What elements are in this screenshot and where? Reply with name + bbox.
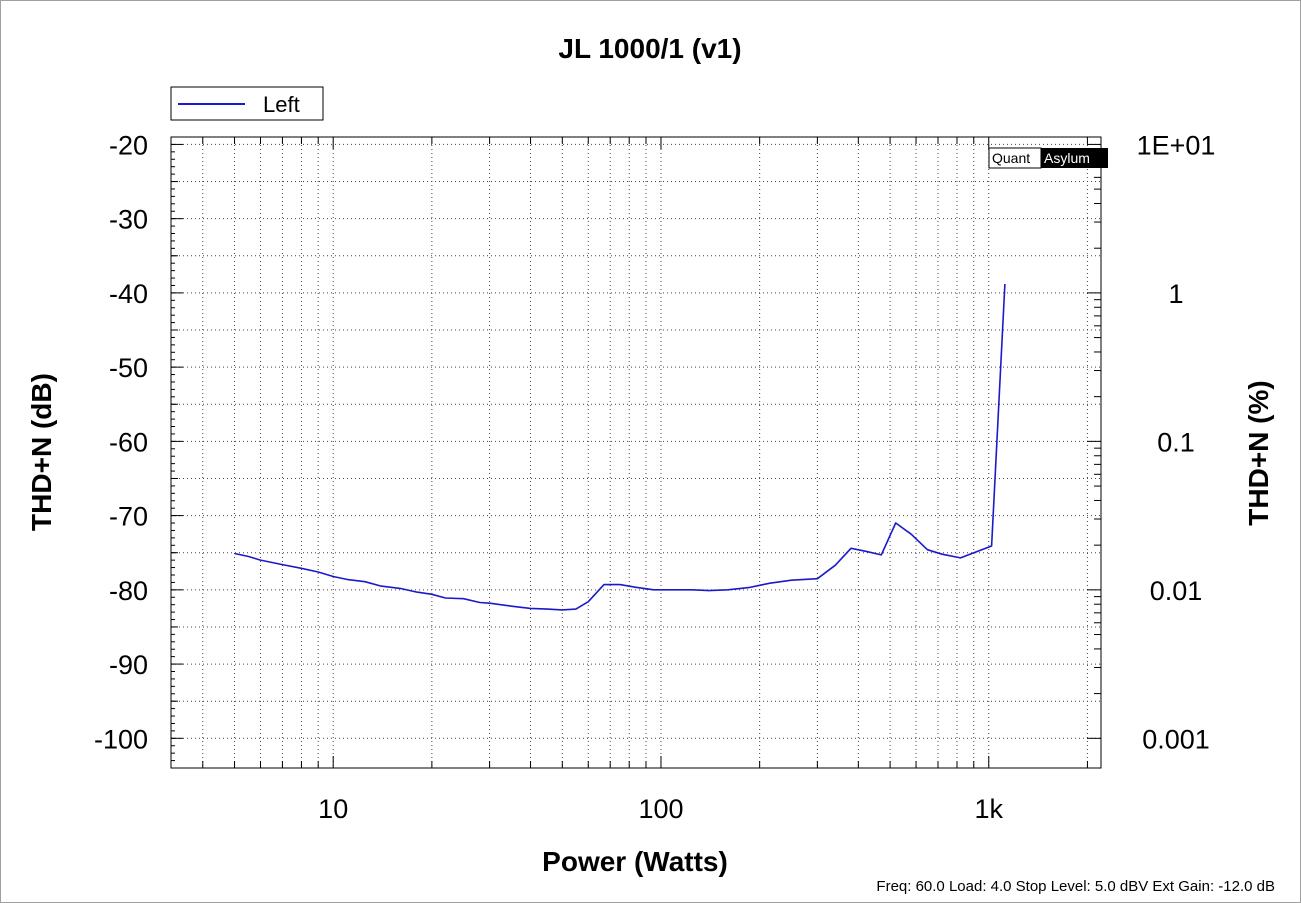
y-tick-labels: -20 -30 -40 -50 -60 -70 -80 -90 -100 [94,130,148,754]
chart-title: JL 1000/1 (v1) [558,33,741,64]
y2-tick-label: 1 [1168,279,1183,309]
y-tick-label: -40 [109,279,148,309]
watermark-text-asylum: Asylum [1044,150,1090,166]
x-tick-label: 10 [318,794,348,824]
y-tick-label: -70 [109,502,148,532]
plot-frame [170,136,1102,769]
x-axis-title: Power (Watts) [542,846,728,877]
y2-tick-label: 0.001 [1142,724,1210,754]
x-tick-labels: 10 100 1k [318,794,1003,824]
y-tick-label: -50 [109,353,148,383]
y-tick-label: -100 [94,724,148,754]
y2-tick-label: 0.01 [1150,576,1203,606]
y2-axis-title: THD+N (%) [1243,380,1274,525]
legend: Left [170,86,324,121]
watermark-logo: Quant Asylum [988,147,1108,169]
y-tick-label: -20 [109,130,148,160]
y2-tick-label: 0.1 [1157,427,1195,457]
watermark-text-quant: Quant [992,150,1030,166]
y2-tick-label: 1E+01 [1137,130,1216,160]
x-tick-label: 1k [974,794,1003,824]
y-tick-label: -30 [109,205,148,235]
y2-tick-labels: 1E+01 1 0.1 0.01 0.001 [1137,130,1216,754]
legend-label-left: Left [263,92,300,117]
footer-settings: Freq: 60.0 Load: 4.0 Stop Level: 5.0 dBV… [876,878,1275,895]
series-line-left [234,283,1006,611]
watermark-logo-right [1041,148,1108,168]
y-tick-label: -90 [109,650,148,680]
x-tick-label: 100 [638,794,683,824]
grid [171,137,1101,768]
y-axis-title: THD+N (dB) [26,373,57,531]
y-tick-label: -80 [109,576,148,606]
series-group [234,283,1006,611]
y-tick-label: -60 [109,427,148,457]
